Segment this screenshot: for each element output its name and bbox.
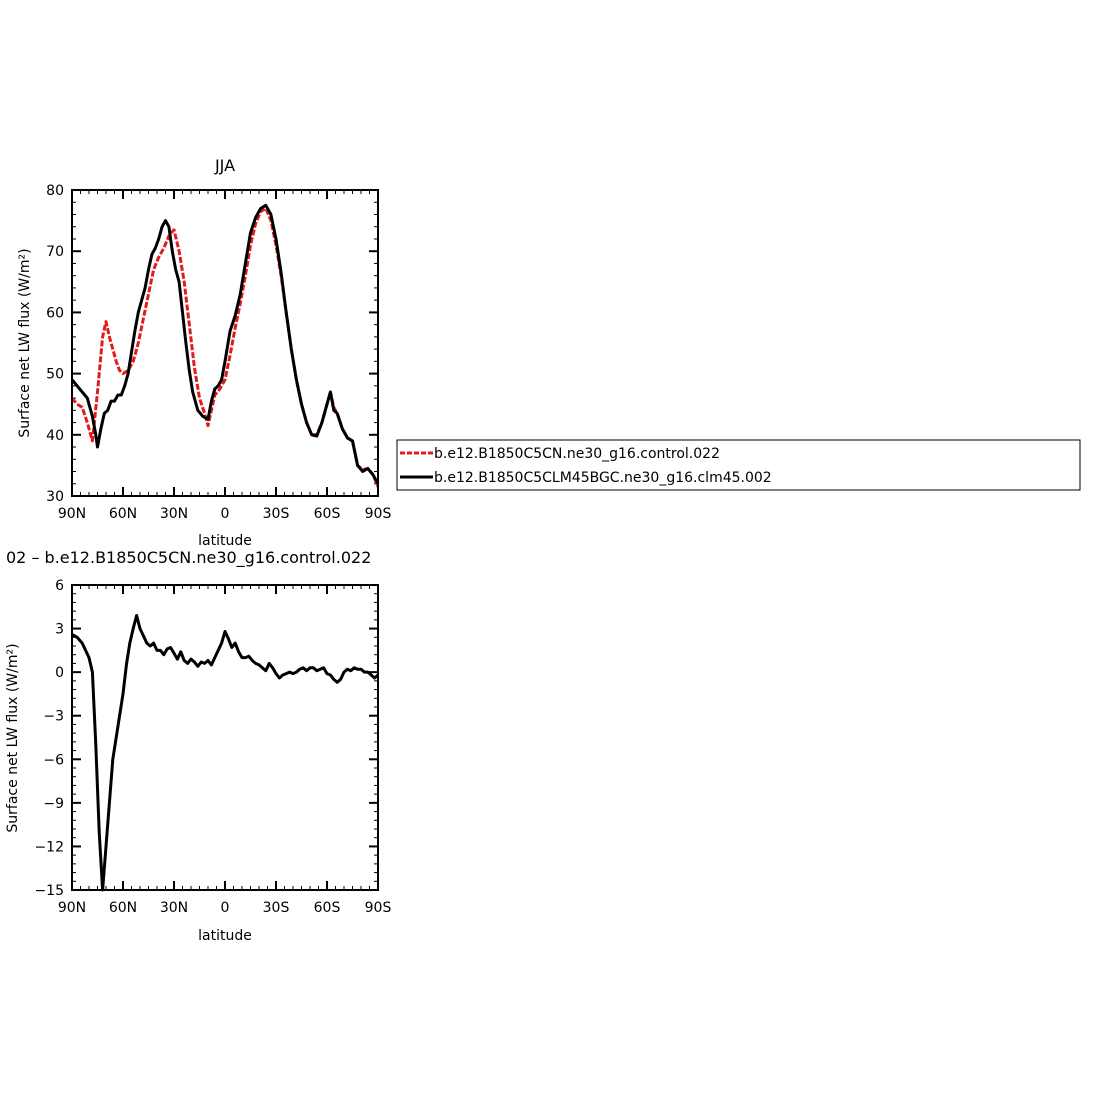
- bottom-xtick-label: 90N: [58, 900, 86, 916]
- bottom-chart-ticks: 90N 60N 30N 0 30S 60S 90S −15 −12 −9 −6 −3 0 3 6: [34, 578, 391, 916]
- bottom-chart-title: 02 – b.e12.B1850C5CN.ne30_g16.control.02…: [6, 548, 371, 568]
- bottom-xtick-label: 60N: [109, 900, 137, 916]
- top-series-line-0: [70, 206, 380, 488]
- legend-box: [396, 439, 1081, 491]
- legend: b.e12.B1850C5CN.ne30_g16.control.022 b.e…: [396, 439, 1081, 491]
- bottom-chart-xlabel: latitude: [198, 928, 252, 944]
- top-ytick-label: 60: [46, 305, 64, 321]
- top-xtick-label: 60N: [109, 506, 137, 522]
- bottom-xtick-label: 60S: [314, 900, 341, 916]
- bottom-chart-lines: [71, 614, 379, 892]
- legend-entry-clm45: b.e12.B1850C5CLM45BGC.ne30_g16.clm45.002: [434, 470, 772, 486]
- top-chart-ticks: 90N 60N 30N 0 30S 60S 90S 30 40 50 60 70 80: [46, 183, 391, 522]
- bottom-ytick-label: 6: [55, 578, 64, 594]
- bottom-ytick-label: −15: [34, 883, 64, 899]
- top-ytick-label: 40: [46, 428, 64, 444]
- bottom-chart: 02 – b.e12.B1850C5CN.ne30_g16.control.02…: [5, 548, 391, 944]
- bottom-ytick-label: 0: [55, 665, 64, 681]
- top-xtick-label: 60S: [314, 506, 341, 522]
- top-chart-xlabel: latitude: [198, 533, 252, 549]
- top-chart-frame: [71, 189, 379, 497]
- bottom-chart-frame: [71, 584, 379, 891]
- bottom-series-line-0: [71, 614, 379, 892]
- bottom-ytick-label: −9: [43, 796, 64, 812]
- bottom-ytick-label: −3: [43, 709, 64, 725]
- legend-entry-control: b.e12.B1850C5CN.ne30_g16.control.022: [434, 446, 720, 462]
- top-xtick-label: 30S: [263, 506, 290, 522]
- top-xtick-label: 90S: [365, 506, 392, 522]
- bottom-xtick-label: 0: [221, 900, 230, 916]
- top-chart-ylabel: Surface net LW flux (W/m²): [17, 248, 33, 437]
- top-ytick-label: 50: [46, 367, 64, 383]
- top-chart-title: JJA: [214, 156, 235, 175]
- top-chart-lines: [70, 203, 380, 488]
- bottom-xtick-label: 90S: [365, 900, 392, 916]
- bottom-chart-ylabel: Surface net LW flux (W/m²): [5, 643, 21, 832]
- top-ytick-label: 30: [46, 489, 64, 505]
- bottom-ytick-label: 3: [55, 622, 64, 638]
- top-xtick-label: 0: [221, 506, 230, 522]
- top-ytick-label: 80: [46, 183, 64, 199]
- top-xtick-label: 30N: [160, 506, 188, 522]
- bottom-ytick-label: −12: [34, 839, 64, 855]
- top-series-line-1: [70, 203, 380, 485]
- top-xtick-label: 90N: [58, 506, 86, 522]
- bottom-ytick-label: −6: [43, 752, 64, 768]
- bottom-xtick-label: 30S: [263, 900, 290, 916]
- top-ytick-label: 70: [46, 244, 64, 260]
- bottom-xtick-label: 30N: [160, 900, 188, 916]
- top-chart: JJA 90N 60N 30N 0 30S 60S 90S 30 40 50 60 70 80 lati…: [17, 156, 391, 549]
